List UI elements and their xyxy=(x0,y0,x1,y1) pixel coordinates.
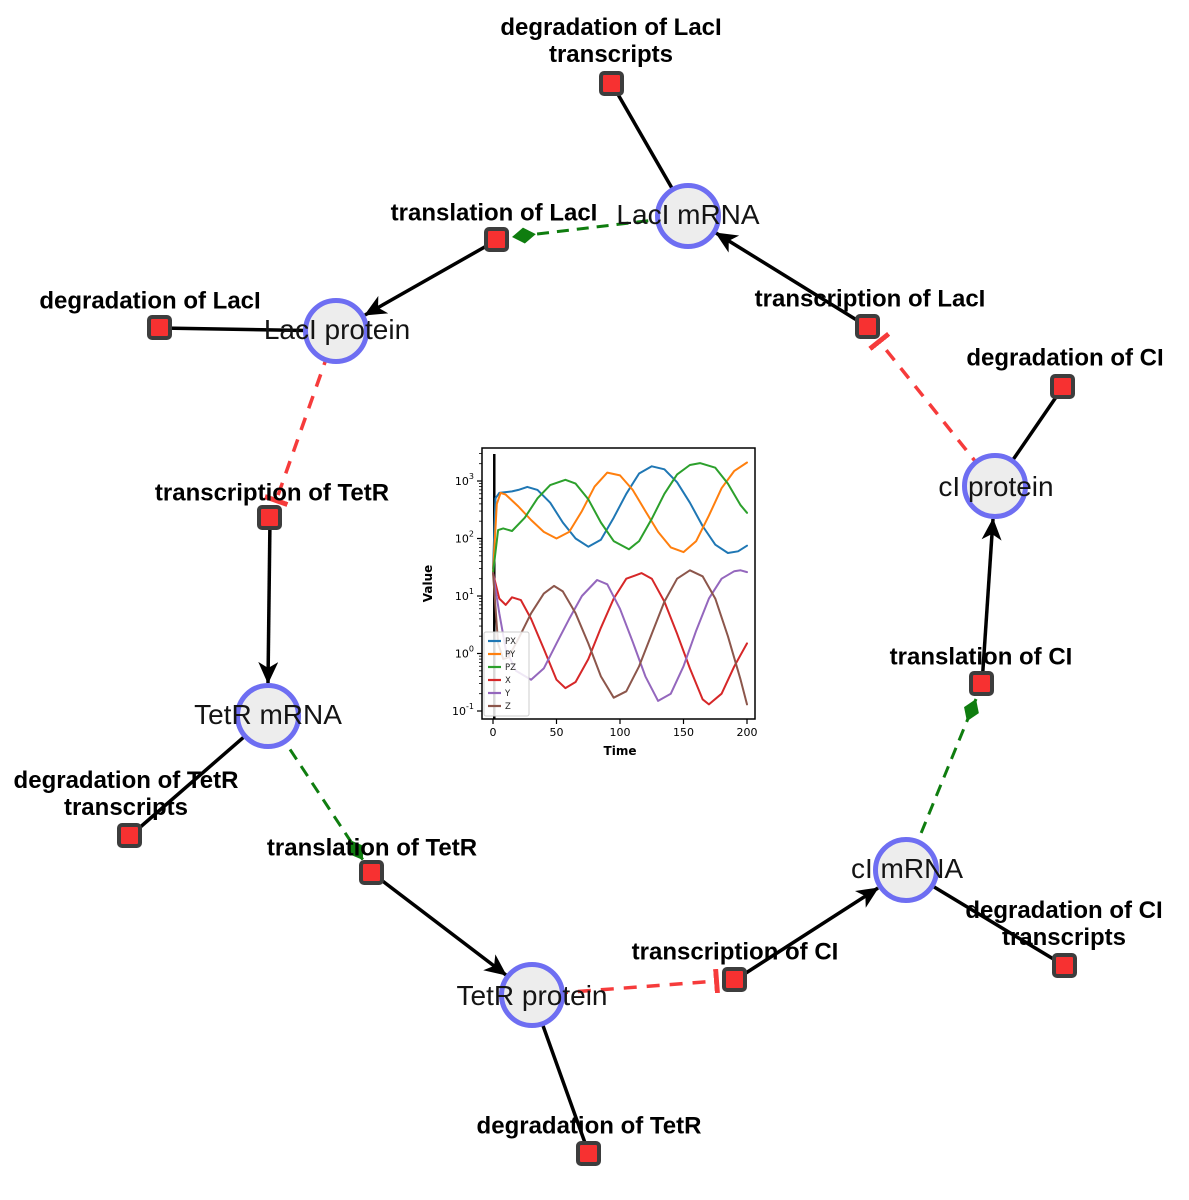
series-PY xyxy=(492,461,748,575)
edge-transcription-of-ci-to-ci-mrna xyxy=(734,886,879,982)
edge-translation-of-ci-to-ci-protein xyxy=(980,518,1002,685)
reaction-label-degradation-of-laci: degradation of LacI xyxy=(39,287,261,315)
legend-label-X: X xyxy=(505,676,511,686)
x-tick-label: 50 xyxy=(550,726,564,739)
edge-transcription-of-tetr-to-tetr-mrna xyxy=(258,517,279,684)
reaction-label-transcription-of-ci: transcription of CI xyxy=(631,938,839,966)
y-axis-label: Value xyxy=(421,565,435,603)
reaction-label-translation-of-tetr: translation of TetR xyxy=(266,834,478,862)
reaction-label-degradation-of-tetr-transcripts: degradation of TetR transcripts xyxy=(13,767,239,821)
x-tick-label: 0 xyxy=(490,726,497,739)
species-node-tetr-mrna[interactable] xyxy=(235,683,301,749)
x-tick-label: 100 xyxy=(610,726,631,739)
reaction-label-transcription-of-tetr: transcription of TetR xyxy=(154,479,390,507)
reaction-node-degradation-of-tetr-transcripts[interactable] xyxy=(117,823,142,848)
species-label-laci-mrna: LacI mRNA xyxy=(616,199,760,230)
reaction-label-degradation-of-tetr: degradation of TetR xyxy=(476,1112,702,1140)
reaction-label-degradation-of-laci-transcripts: degradation of LacI transcripts xyxy=(500,14,722,68)
series-PZ xyxy=(492,462,748,575)
reaction-node-translation-of-tetr[interactable] xyxy=(359,860,384,885)
edge-translation-of-laci-to-laci-protein xyxy=(364,238,498,317)
reaction-label-degradation-of-ci-transcripts: degradation of CI transcripts xyxy=(965,897,1163,951)
reaction-node-transcription-of-tetr[interactable] xyxy=(257,505,282,530)
species-node-ci-protein[interactable] xyxy=(962,453,1028,519)
legend-label-Y: Y xyxy=(504,689,511,699)
series-group xyxy=(492,461,748,706)
y-tick-label: 102 xyxy=(455,530,474,546)
species-node-laci-protein[interactable] xyxy=(303,298,369,364)
reaction-node-degradation-of-laci-transcripts[interactable] xyxy=(599,71,624,96)
x-tick-label: 200 xyxy=(737,726,758,739)
reaction-node-degradation-of-ci-transcripts[interactable] xyxy=(1052,953,1077,978)
legend-label-PY: PY xyxy=(505,650,516,660)
species-label-tetr-protein: TetR protein xyxy=(456,980,608,1011)
reaction-node-translation-of-ci[interactable] xyxy=(969,671,994,696)
reaction-node-transcription-of-ci[interactable] xyxy=(722,967,747,992)
legend-label-PX: PX xyxy=(505,637,516,647)
y-tick-label: 100 xyxy=(455,645,474,661)
y-tick-label: 101 xyxy=(455,587,474,603)
y-tick-label: 10-1 xyxy=(452,702,474,718)
species-label-tetr-mrna: TetR mRNA xyxy=(194,699,342,730)
reaction-node-degradation-of-ci[interactable] xyxy=(1050,374,1075,399)
species-node-tetr-protein[interactable] xyxy=(499,962,565,1028)
edge-transcription-of-laci-to-laci-mrna xyxy=(715,231,869,329)
reaction-label-translation-of-ci: translation of CI xyxy=(889,643,1073,671)
series-PX xyxy=(492,465,748,570)
chart-legend: PX PY PZ XYZ xyxy=(483,631,530,717)
species-node-ci-mrna[interactable] xyxy=(873,837,939,903)
species-label-ci-mrna: cI mRNA xyxy=(851,853,963,884)
reaction-label-transcription-of-laci: transcription of LacI xyxy=(754,285,986,313)
reaction-node-transcription-of-laci[interactable] xyxy=(855,314,880,339)
x-axis-label: Time xyxy=(604,744,637,758)
edge-translation-of-tetr-to-tetr-protein xyxy=(370,871,508,977)
x-tick-label: 150 xyxy=(673,726,694,739)
species-node-laci-mrna[interactable] xyxy=(655,183,721,249)
legend-label-PZ: PZ xyxy=(505,663,516,673)
reaction-node-degradation-of-tetr[interactable] xyxy=(576,1141,601,1166)
reaction-node-degradation-of-laci[interactable] xyxy=(147,315,172,340)
chart-frame xyxy=(481,447,756,720)
series-X xyxy=(492,572,748,706)
reaction-label-degradation-of-ci: degradation of CI xyxy=(966,344,1164,372)
species-label-laci-protein: LacI protein xyxy=(263,314,411,345)
y-tick-label: 103 xyxy=(455,472,474,488)
species-label-ci-protein: cI protein xyxy=(938,471,1054,502)
reaction-node-translation-of-laci[interactable] xyxy=(484,227,509,252)
reaction-label-translation-of-laci: translation of LacI xyxy=(390,199,598,227)
legend-label-Z: Z xyxy=(505,702,511,712)
inset-chart: 0 50 100 150 20010310210110010-1TimeValuePXP… xyxy=(421,447,758,758)
